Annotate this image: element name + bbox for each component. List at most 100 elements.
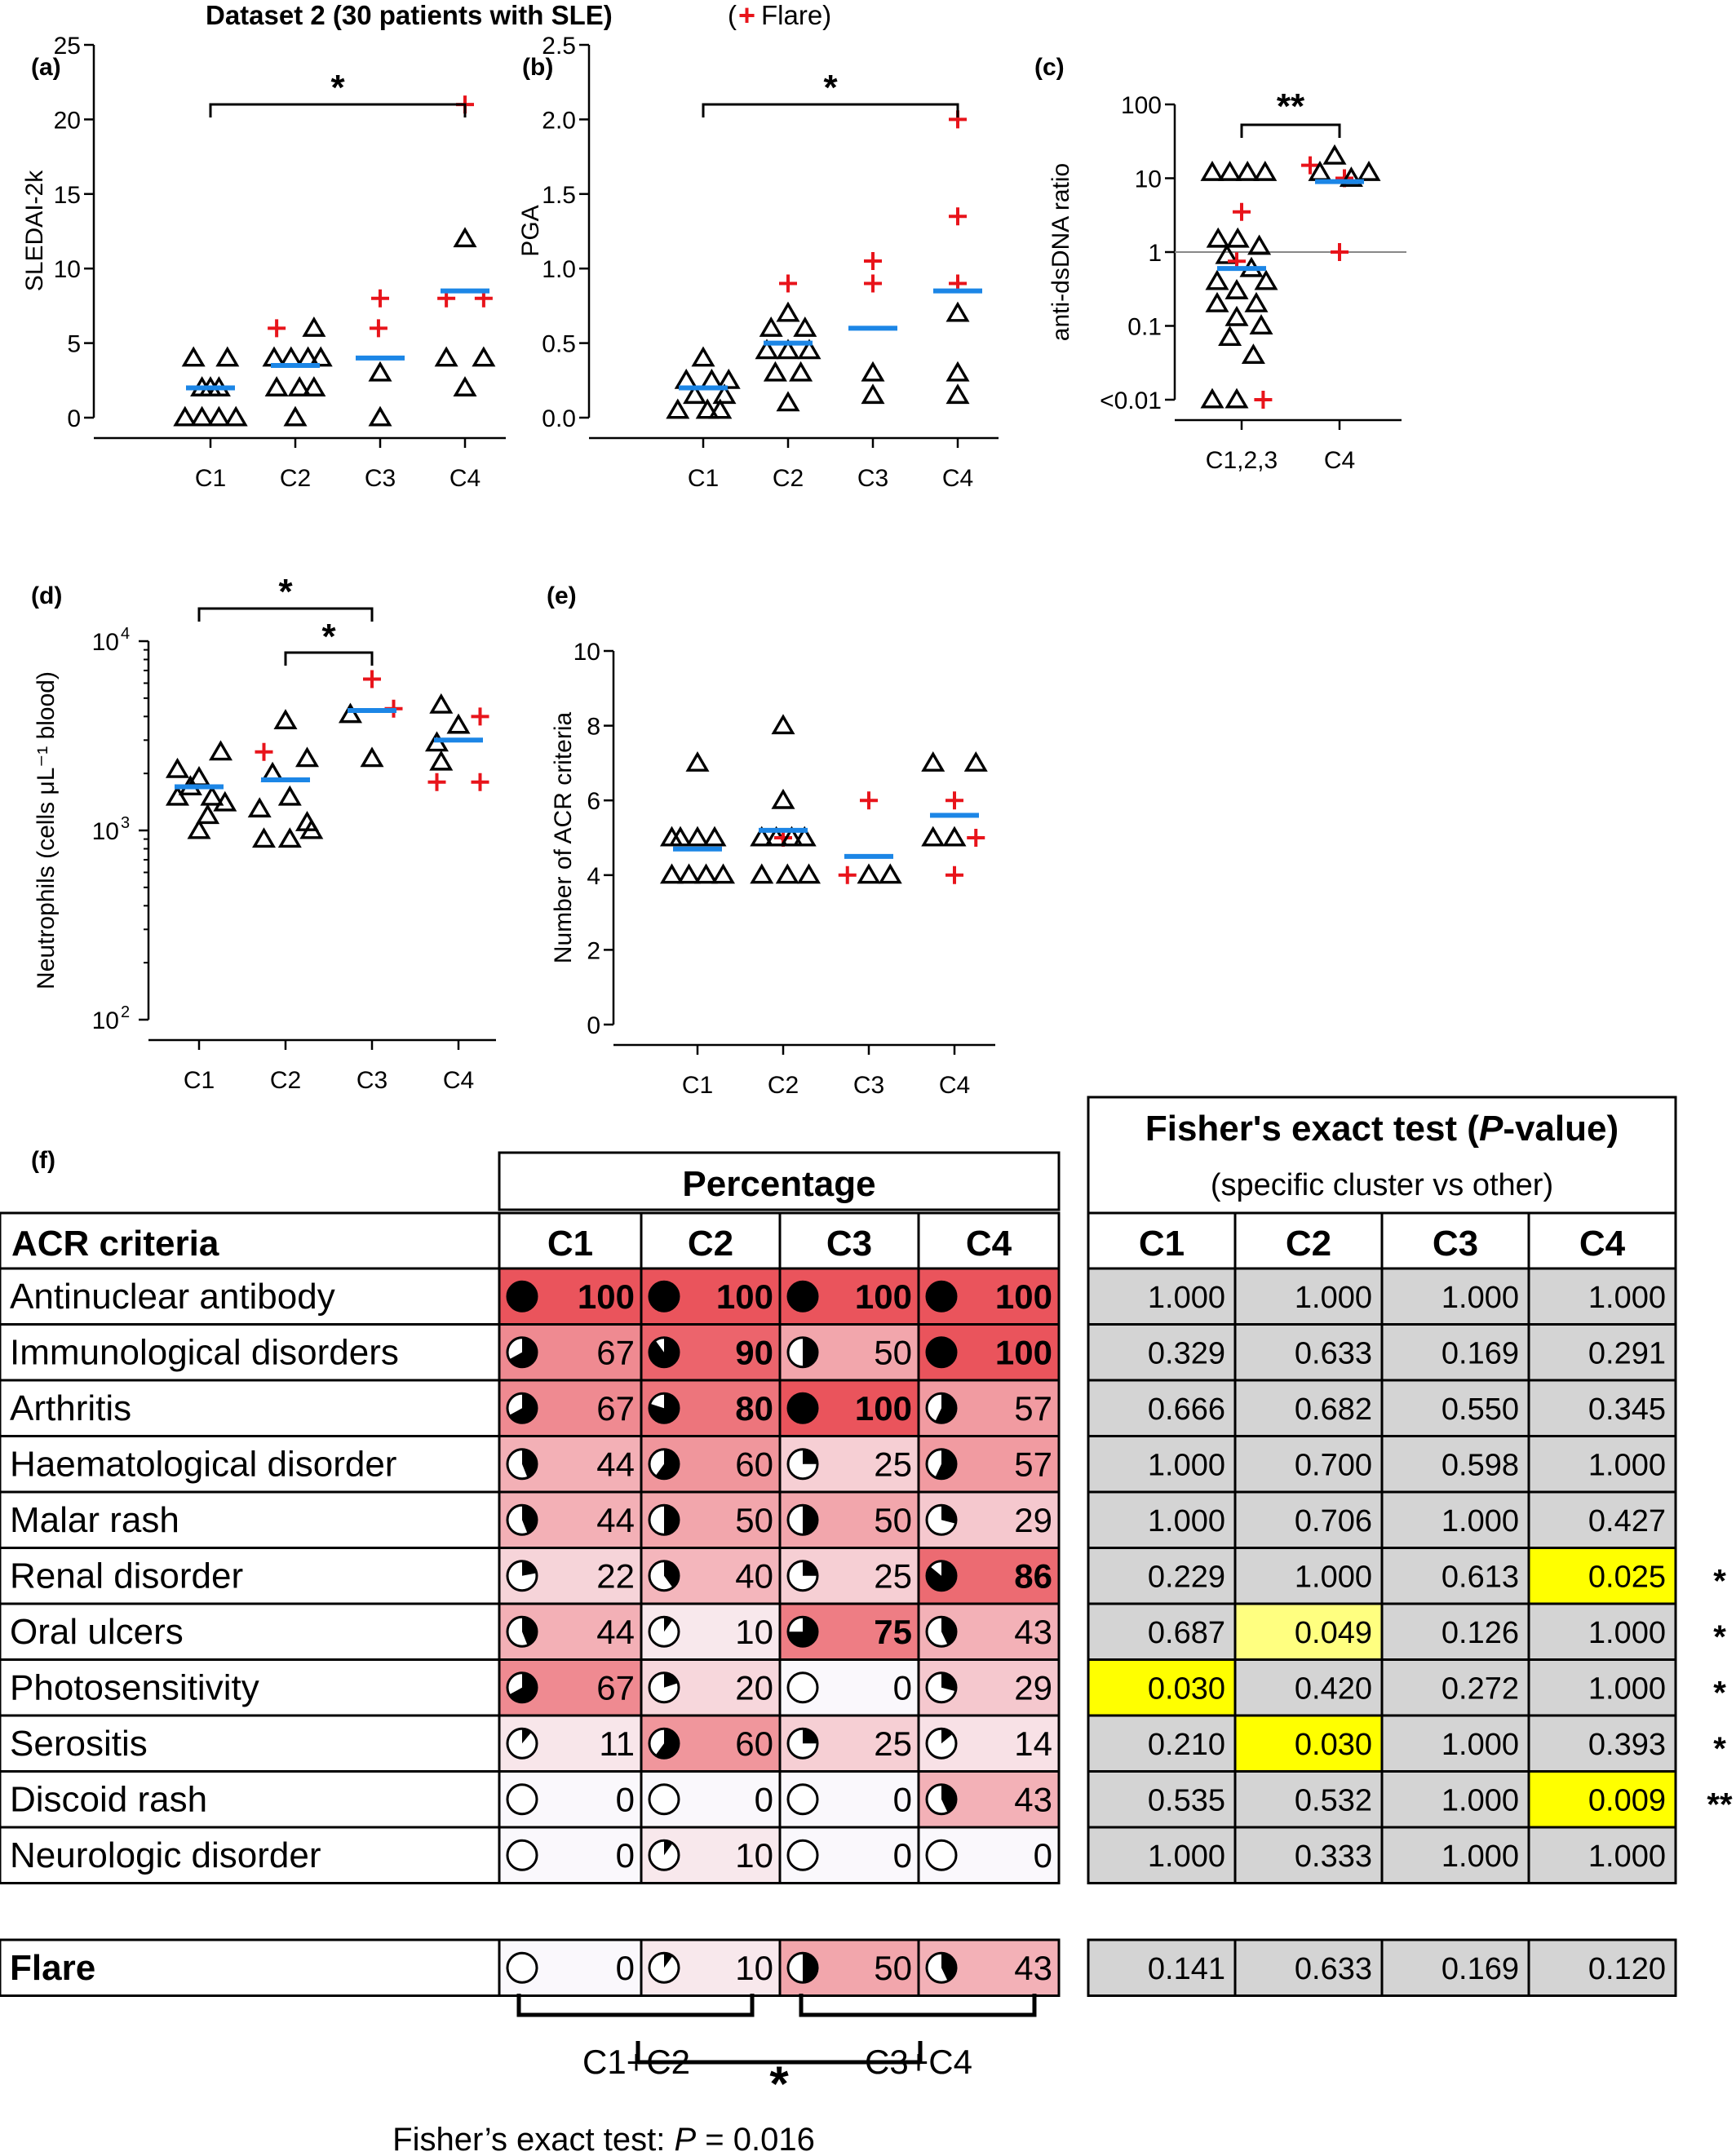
y-tick-exponent: 3 [121, 814, 130, 832]
percentage-value: 25 [874, 1724, 912, 1763]
pvalue-text: 0.009 [1588, 1784, 1666, 1818]
proportion-fill [655, 1729, 680, 1759]
row-label: Discoid rash [10, 1780, 207, 1820]
fisher-header-end: -value) [1503, 1109, 1619, 1149]
pvalue-text: 0.030 [1295, 1728, 1372, 1762]
pvalue-text: 1.000 [1295, 1281, 1372, 1315]
proportion-fill [522, 1729, 532, 1744]
percentage-value: 0 [893, 1781, 912, 1819]
data-point [750, 863, 774, 884]
percentage-value: 90 [735, 1334, 773, 1372]
pvalue-text: 1.000 [1148, 1504, 1225, 1538]
data-point [711, 863, 736, 884]
y-tick-label: 1.5 [542, 182, 576, 209]
group-bracket-left [516, 1994, 755, 2017]
y-tick-label: 2.5 [542, 33, 576, 60]
pvalue-text: 1.000 [1442, 1839, 1519, 1874]
proportion-fill [803, 1729, 817, 1744]
proportion-fill [664, 1561, 679, 1588]
panel-label-c: (c) [1034, 54, 1065, 81]
data-point [1200, 160, 1224, 181]
y-tick-label: 1.0 [542, 256, 576, 283]
panel-label-b: (b) [522, 54, 553, 81]
pvalue-text: 1.000 [1588, 1839, 1666, 1874]
proportion-fill [803, 1953, 817, 1983]
row-label: Flare [10, 1948, 95, 1988]
pvalue-cluster-header: C2 [1286, 1224, 1331, 1264]
data-point [659, 826, 684, 847]
data-point [763, 361, 787, 382]
data-point [776, 391, 800, 412]
data-point [1218, 325, 1242, 347]
proportion-circle [925, 1839, 958, 1871]
data-point [165, 785, 190, 806]
proportion-fill [509, 1393, 538, 1423]
proportion-circle [648, 1783, 680, 1816]
percentage-value: 50 [735, 1501, 773, 1539]
pvalue-cell [1087, 1714, 1237, 1773]
y-tick-label: 100 [1121, 92, 1162, 119]
x-tick-label: C2 [773, 465, 804, 492]
proportion-fill [655, 1449, 680, 1479]
pvalue-text: 1.000 [1295, 1561, 1372, 1595]
row-label-cell [0, 1714, 501, 1773]
pvalue-cell [1527, 1714, 1677, 1773]
proportion-fill [941, 1729, 953, 1744]
x-tick-label: C1 [682, 1072, 713, 1099]
proportion-fill [927, 1337, 956, 1367]
pvalue-text: 0.030 [1148, 1672, 1225, 1707]
data-point [793, 316, 817, 337]
flare-legend-paren: ( [728, 0, 737, 30]
criteria-header: ACR criteria [11, 1224, 219, 1264]
data-point [277, 785, 302, 806]
pvalue-text: 0.229 [1148, 1561, 1225, 1595]
proportion-fill [788, 1617, 817, 1647]
percentage-value: 0 [893, 1836, 912, 1875]
row-label: Haematological disorder [10, 1445, 396, 1485]
flare-point [1233, 202, 1251, 221]
pvalue-cell [1087, 1267, 1237, 1326]
x-tick-label: C3 [857, 465, 888, 492]
pvalue-text: 1.000 [1442, 1728, 1519, 1762]
pvalue-text: 1.000 [1588, 1616, 1666, 1650]
pvalue-header-cell [1087, 1211, 1237, 1270]
pvalue-cell [1087, 1323, 1237, 1382]
data-point [277, 827, 302, 848]
pvalue-text: 0.427 [1588, 1504, 1666, 1538]
y-tick-label: 1 [1148, 240, 1162, 267]
data-point [1235, 160, 1260, 181]
pvalue-cell [1087, 1938, 1237, 1997]
y-axis-label: Neutrophils (cells μL⁻¹ blood) [33, 671, 60, 989]
data-point [676, 863, 702, 884]
flare-point [427, 773, 446, 791]
data-point [273, 709, 298, 729]
flare-point [471, 773, 489, 791]
group-test-prefix: Fisher’s exact test: [392, 2122, 674, 2156]
row-label-cell [0, 1938, 501, 1997]
percentage-value: 43 [1014, 1949, 1052, 1987]
y-tick-label: 0 [587, 1012, 600, 1039]
fisher-header: Fisher's exact test (P-value) [1145, 1109, 1619, 1149]
table-row: Haematological disorder 44 60 25 57 1.000 0.70… [0, 1435, 1677, 1494]
data-point [302, 316, 326, 337]
percentage-value: 10 [735, 1613, 773, 1651]
pvalue-text: 0.613 [1442, 1561, 1519, 1595]
x-tick-label: C4 [450, 465, 480, 492]
data-point [771, 714, 795, 735]
percentage-value: 0 [755, 1781, 773, 1819]
table-row: Renal disorder 22 40 25 86 0.229 1.000 0.613 0.0… [0, 1547, 1726, 1605]
data-point [921, 826, 946, 847]
pvalue-text: 0.049 [1295, 1616, 1372, 1650]
proportion-fill [522, 1561, 537, 1576]
data-point [429, 693, 454, 714]
flare-legend-label: Flare) [761, 0, 831, 30]
data-point [1218, 160, 1242, 181]
percentage-cell [917, 1379, 1061, 1437]
table-row: Neurologic disorder 0 10 0 0 1.000 0.333 1.000 1… [0, 1826, 1677, 1884]
pvalue-text: 0.345 [1588, 1392, 1666, 1427]
group-test-result: Fisher’s exact test: P = 0.016 [392, 2122, 815, 2156]
data-point [196, 804, 220, 825]
table-row: Discoid rash 0 0 0 43 0.535 0.532 1.000 0.009 ** [0, 1770, 1733, 1829]
y-tick-label: 0 [67, 405, 81, 432]
y-tick-exponent: 4 [121, 625, 130, 643]
